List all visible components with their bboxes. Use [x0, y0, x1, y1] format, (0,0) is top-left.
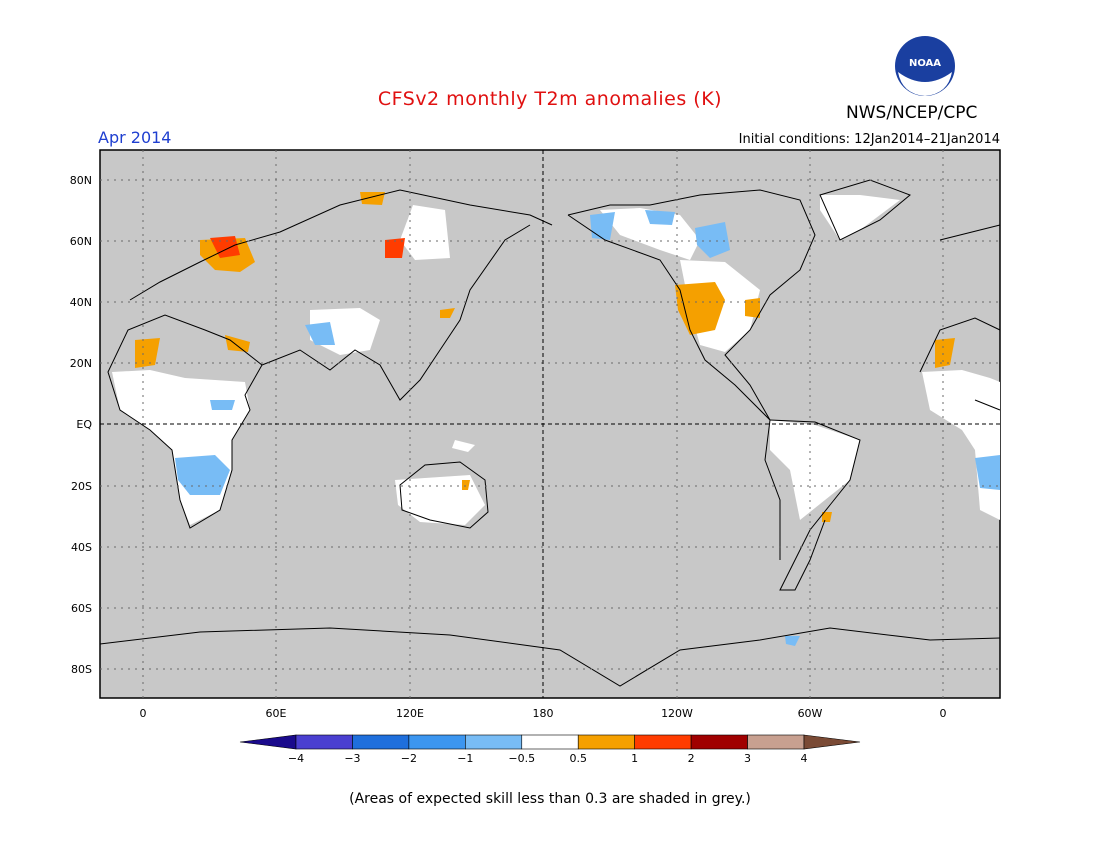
lat-tick: EQ: [76, 418, 92, 431]
lat-tick: 60S: [71, 602, 92, 615]
legend-swatch: [803, 734, 861, 750]
forecast-period: Apr 2014: [98, 128, 172, 147]
legend-label: 1: [631, 752, 638, 765]
legend-swatch: [408, 734, 466, 750]
lat-tick: 60N: [70, 235, 92, 248]
lat-tick: 20N: [70, 357, 92, 370]
legend-swatch: [634, 734, 692, 750]
lon-tick: 0: [140, 707, 147, 720]
legend-label: −4: [288, 752, 304, 765]
legend-swatch: [690, 734, 748, 750]
legend-label: 3: [744, 752, 751, 765]
lat-tick: 40N: [70, 296, 92, 309]
lat-tick: 40S: [71, 541, 92, 554]
legend-label: 2: [688, 752, 695, 765]
longitude-axis: 0 60E 120E 180 120W 60W 0: [140, 707, 947, 720]
legend-label: −0.5: [508, 752, 535, 765]
color-legend: −4 −3 −2 −1 −0.5 0.5 1 2 3 4: [239, 734, 861, 765]
legend-label: −1: [457, 752, 473, 765]
legend-swatch: [521, 734, 579, 750]
strong-warm-anomaly-areas: [210, 236, 405, 258]
equator-dateline: [100, 150, 1000, 698]
initial-conditions: Initial conditions: 12Jan2014–21Jan2014: [738, 132, 1000, 147]
legend-label: 4: [801, 752, 808, 765]
map-title: CFSv2 monthly T2m anomalies (K): [377, 88, 723, 110]
noaa-logo-text: NOAA: [909, 58, 941, 69]
noaa-logo: NOAA: [895, 36, 955, 96]
legend-swatch: [295, 734, 353, 750]
legend-swatch: [239, 734, 297, 750]
lon-tick: 120W: [661, 707, 693, 720]
latitude-axis: 80N 60N 40N 20N EQ 20S 40S 60S 80S: [70, 174, 93, 676]
legend-swatch: [747, 734, 805, 750]
legend-label: −3: [344, 752, 360, 765]
lat-tick: 80S: [71, 663, 92, 676]
lat-tick: 80N: [70, 174, 92, 187]
lon-tick: 60W: [798, 707, 823, 720]
lat-tick: 20S: [71, 480, 92, 493]
lon-tick: 60E: [266, 707, 287, 720]
skill-footnote: (Areas of expected skill less than 0.3 a…: [349, 791, 751, 807]
legend-label: 0.5: [569, 752, 587, 765]
lon-tick: 180: [533, 707, 554, 720]
lon-tick: 120E: [396, 707, 424, 720]
legend-swatch: [352, 734, 410, 750]
org-label: NWS/NCEP/CPC: [846, 103, 978, 123]
legend-swatch: [465, 734, 523, 750]
legend-swatch: [577, 734, 635, 750]
legend-label: −2: [401, 752, 417, 765]
lon-tick: 0: [940, 707, 947, 720]
cold-anomaly-areas: [175, 210, 1000, 646]
map-panel: [99, 149, 1001, 699]
